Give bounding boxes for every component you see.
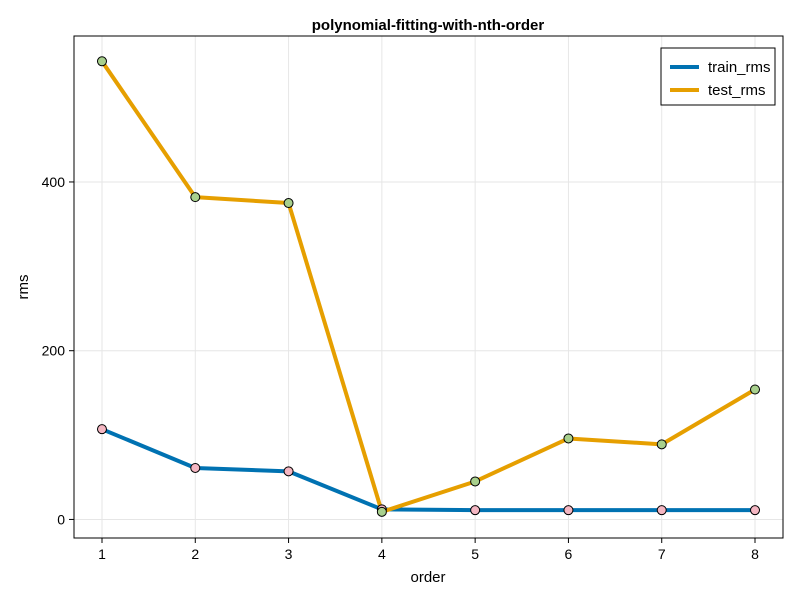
series-lines	[100, 60, 757, 514]
x-tick-label: 7	[658, 546, 666, 562]
legend-box	[660, 47, 776, 106]
series-line-test_rms	[100, 60, 757, 514]
y-tick-label: 200	[42, 343, 66, 359]
data-point-test_rms	[283, 198, 294, 209]
data-point-test_rms	[376, 506, 387, 517]
y-tick-label: 400	[42, 174, 66, 190]
series-line-train_rms	[101, 427, 756, 513]
tick-labels: 1 2 3 4 5 6 7 8 0 200 400	[42, 174, 759, 562]
data-points	[96, 56, 761, 517]
data-point-test_rms	[96, 56, 107, 67]
x-tick-label: 4	[378, 546, 386, 562]
x-tick-label: 2	[191, 546, 199, 562]
y-axis-label: rms	[15, 275, 32, 300]
data-point-train_rms	[190, 462, 201, 473]
data-point-test_rms	[750, 384, 761, 395]
data-point-train_rms	[563, 505, 574, 516]
legend-label-test: test_rms	[708, 82, 766, 99]
chart-title: polynomial-fitting-with-nth-order	[312, 17, 545, 34]
x-axis-label: order	[410, 569, 445, 586]
legend-label-train: train_rms	[708, 59, 771, 76]
data-point-train_rms	[750, 505, 761, 516]
plot-frame	[73, 35, 784, 539]
y-tick-label: 0	[57, 511, 65, 527]
data-point-train_rms	[656, 505, 667, 516]
data-point-train_rms	[283, 466, 294, 477]
x-tick-label: 5	[471, 546, 479, 562]
data-point-test_rms	[656, 439, 667, 450]
legend: train_rms test_rms	[660, 47, 776, 106]
x-tick-label: 6	[565, 546, 573, 562]
data-point-test_rms	[190, 192, 201, 203]
data-point-train_rms	[96, 424, 107, 435]
data-point-test_rms	[470, 476, 481, 487]
x-tick-label: 3	[285, 546, 293, 562]
x-tick-label: 8	[751, 546, 759, 562]
data-point-test_rms	[563, 433, 574, 444]
grid-lines	[74, 36, 783, 538]
data-point-train_rms	[470, 505, 481, 516]
x-tick-label: 1	[98, 546, 106, 562]
